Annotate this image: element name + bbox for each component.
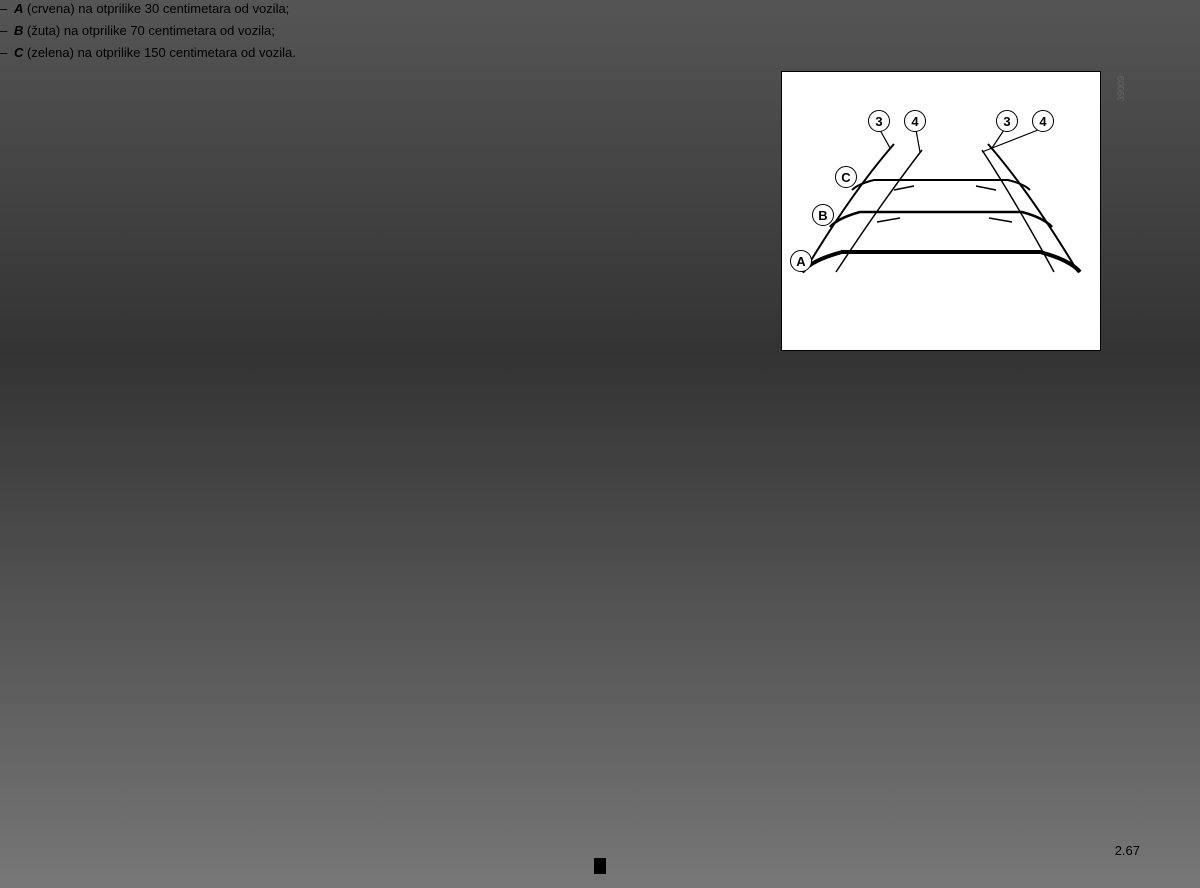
page-number: 2.67 [1115, 843, 1140, 858]
figure-3-id: 39009 [1116, 76, 1126, 101]
label-B: B [812, 204, 834, 226]
label-A: A [790, 250, 812, 272]
callout-3-left: 3 [868, 110, 890, 132]
callout-3-right: 3 [996, 110, 1018, 132]
figure-3: 39009 [781, 71, 1101, 351]
column-2: 39126 2 Fiksni indikator udaljenosti 3 F… [420, 71, 760, 580]
list-item: C (zelena) na otprilike 150 centimetara … [14, 44, 1200, 62]
columns: 39167 1 Rad Kada odaberete stupanj za vo… [80, 71, 1140, 580]
callout-4-right: 4 [1032, 110, 1054, 132]
list-item: B (žuta) na otprilike 70 centimetara od … [14, 22, 1200, 40]
callout-4-left: 4 [904, 110, 926, 132]
footer-mark [594, 858, 606, 874]
list-item: A (crvena) na otprilike 30 centimetara o… [14, 0, 1200, 18]
label-C: C [835, 166, 857, 188]
